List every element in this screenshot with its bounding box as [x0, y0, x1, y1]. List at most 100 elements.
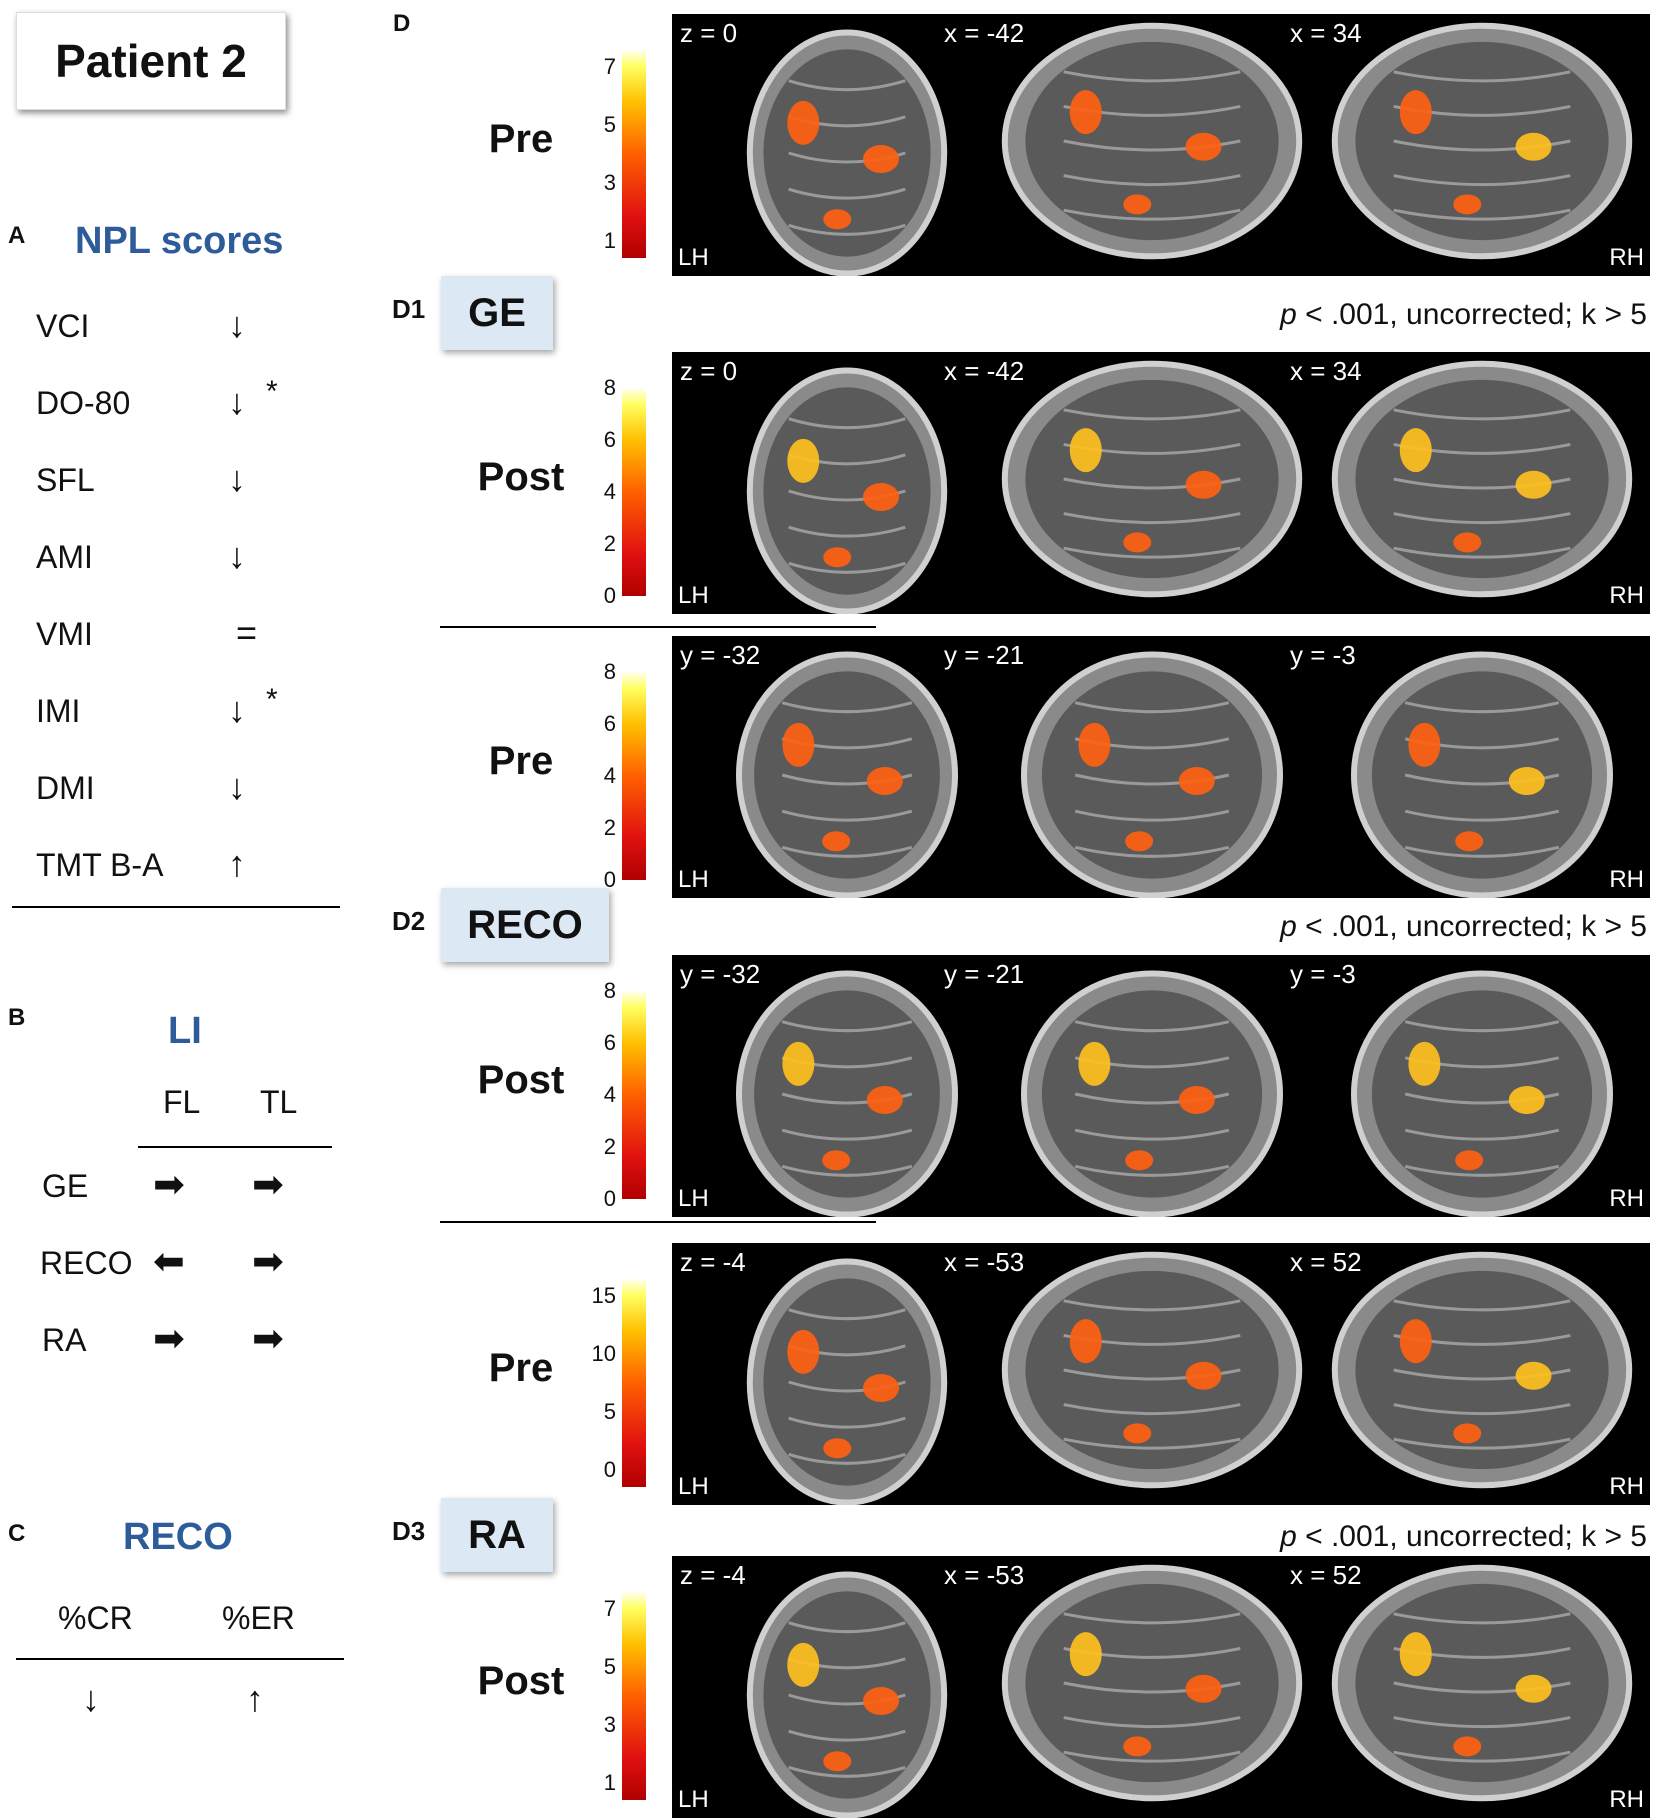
colorbar-tick: 8: [603, 978, 616, 1003]
npl-row-label: IMI: [36, 693, 81, 729]
activation-cluster: [1453, 1736, 1482, 1757]
task-label: RECO: [441, 888, 609, 962]
activation-cluster: [1455, 1150, 1484, 1171]
activation-cluster: [1123, 532, 1152, 553]
activation-cluster: [863, 1687, 900, 1716]
colorbar-tick: 5: [603, 111, 616, 137]
activation-cluster: [1185, 1361, 1222, 1390]
li-fl-arrow: ➡: [153, 1318, 185, 1360]
sagittal-slice-image: [1001, 1564, 1303, 1802]
colorbar-tick: 1: [603, 228, 616, 254]
activation-cluster: [1399, 428, 1432, 473]
activation-cluster: [866, 767, 903, 796]
slice-coordinate: z = 0: [680, 356, 738, 386]
panel-b-col-fl: FL: [163, 1084, 201, 1120]
right-hemisphere-label: RH: [1609, 244, 1644, 271]
brain-slices-panel: z = 0 x = -42 x = 34 LH RH: [672, 352, 1650, 614]
activation-cluster: [863, 483, 900, 512]
activation-cluster: [1069, 428, 1102, 473]
section-letter: D3: [392, 1516, 426, 1546]
task-label: GE: [441, 276, 553, 350]
colorbar-tick: 0: [603, 1186, 616, 1211]
panel-b-heading: LI: [168, 1010, 202, 1052]
colorbar-tick: 0: [603, 583, 616, 608]
colorbar-tick: 8: [603, 375, 616, 400]
brain-slices-svg: [736, 651, 1613, 898]
colorbar-tick: 4: [603, 763, 616, 788]
li-tl-arrow: ➡: [252, 1164, 284, 1206]
sagittal-slice-image: [1331, 22, 1633, 260]
activation-cluster: [1123, 194, 1152, 215]
panel-b-letter: B: [8, 1004, 26, 1031]
activation-cluster: [1408, 1041, 1441, 1086]
activation-cluster: [787, 1642, 820, 1687]
slice-coordinate: x = -42: [944, 18, 1025, 48]
npl-row-mark: *: [266, 683, 278, 716]
activation-cluster: [1515, 470, 1552, 499]
brain-slices-svg: [746, 22, 1633, 276]
panel-b-divider: [138, 1146, 332, 1148]
activation-cluster: [1453, 1423, 1482, 1444]
stat-rest: < .001, uncorrected; k > 5: [1296, 1520, 1647, 1553]
npl-row-symbol: =: [236, 612, 258, 653]
brain-slices-svg: [736, 970, 1613, 1217]
panel-c-col-er: %ER: [222, 1600, 295, 1636]
activation-cluster: [1078, 722, 1111, 767]
li-fl-arrow: ⬅: [153, 1241, 185, 1283]
colorbar-tick: 5: [603, 1653, 616, 1679]
brain-slices-panel: y = -32 y = -21 y = -3 LH RH: [672, 636, 1650, 898]
brain-slices-panel: z = -4 x = -53 x = 52 LH RH: [672, 1243, 1650, 1505]
colorbar: [622, 991, 646, 1199]
activation-cluster: [1399, 90, 1432, 135]
li-row-label: RECO: [40, 1245, 133, 1281]
activation-cluster: [1515, 1674, 1552, 1703]
stat-threshold: p < .001, uncorrected; k > 5: [1280, 1520, 1647, 1554]
panel-c-er-arrow: ↑: [246, 1678, 264, 1719]
slice-coordinate: y = -3: [1290, 640, 1356, 670]
figure-title: Patient 2: [16, 12, 286, 110]
activation-cluster: [1125, 831, 1154, 852]
condition-label: Post: [477, 1058, 565, 1102]
panel-b-col-tl: TL: [260, 1084, 298, 1120]
panel-a-heading: NPL scores: [75, 220, 284, 262]
li-tl-arrow: ➡: [252, 1318, 284, 1360]
activation-cluster: [1185, 1674, 1222, 1703]
section-letter: D1: [392, 294, 426, 324]
activation-cluster: [823, 209, 852, 230]
colorbar-tick: 5: [603, 1399, 616, 1425]
task-label: RA: [441, 1498, 553, 1572]
npl-row-symbol: ↓: [228, 304, 246, 345]
colorbar-tick: 2: [603, 1134, 616, 1159]
left-hemisphere-label: LH: [678, 244, 709, 271]
sagittal-slice-image: [1331, 1251, 1633, 1489]
colorbar-tick: 4: [603, 1082, 616, 1107]
condition-label: Pre: [488, 117, 554, 161]
colorbar-tick: 2: [603, 531, 616, 556]
coronal-slice-image: [736, 651, 958, 898]
activation-cluster: [822, 831, 851, 852]
activation-cluster: [1399, 1319, 1432, 1364]
npl-row-symbol: ↓: [228, 458, 246, 499]
activation-cluster: [823, 547, 852, 568]
npl-row-label: DO-80: [36, 385, 131, 421]
axial-slice-image: [746, 1258, 948, 1505]
axial-slice-image: [746, 1571, 948, 1818]
activation-cluster: [787, 1329, 820, 1374]
activation-cluster: [1399, 1632, 1432, 1677]
coronal-slice-image: [1021, 651, 1283, 898]
colorbar: [622, 1592, 646, 1800]
npl-row-symbol: ↓: [228, 766, 246, 807]
activation-cluster: [1178, 1086, 1215, 1115]
stat-rest: < .001, uncorrected; k > 5: [1296, 298, 1647, 331]
panel-c-cr-arrow: ↓: [82, 1678, 100, 1719]
slice-coordinate: x = 34: [1290, 18, 1362, 48]
activation-cluster: [1185, 470, 1222, 499]
sagittal-slice-image: [1001, 1251, 1303, 1489]
npl-row-symbol: ↓: [228, 689, 246, 730]
activation-cluster: [1455, 831, 1484, 852]
slice-coordinate: y = -32: [680, 640, 761, 670]
left-hemisphere-label: LH: [678, 1786, 709, 1813]
npl-row-label: AMI: [36, 539, 93, 575]
colorbar-tick: 15: [591, 1282, 616, 1308]
activation-cluster: [1508, 1086, 1545, 1115]
